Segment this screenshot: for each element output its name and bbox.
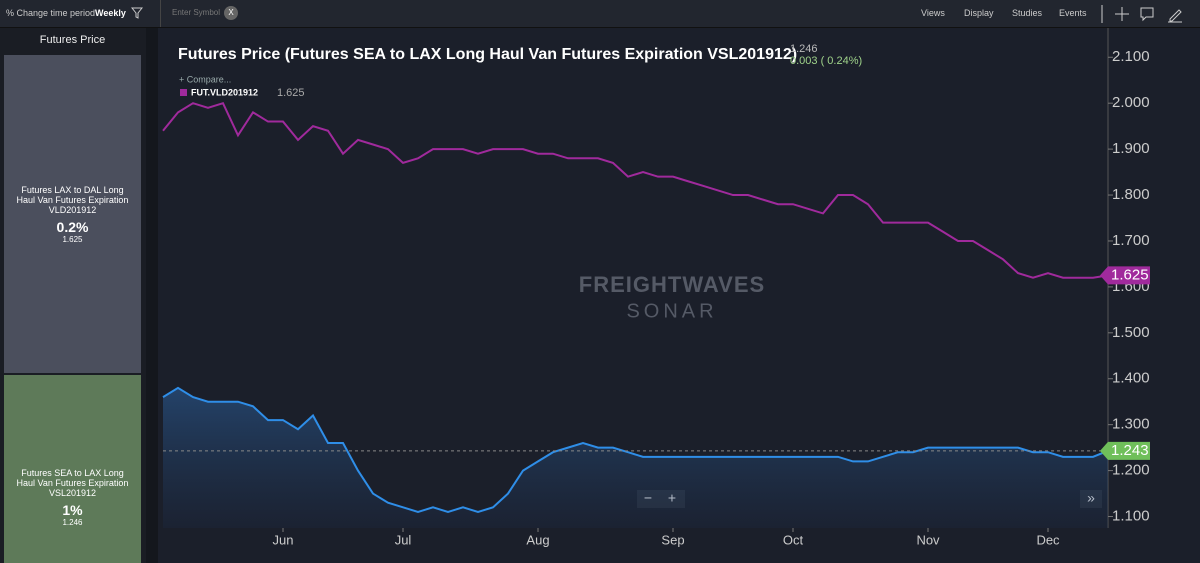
y-tick-label: 2.000 bbox=[1112, 94, 1150, 111]
card-name: Futures SEA to LAX Long Haul Van Futures… bbox=[16, 468, 129, 498]
card-price: 1.625 bbox=[62, 235, 83, 244]
series-line bbox=[162, 386, 1109, 513]
compare-link[interactable]: + Compare... bbox=[179, 74, 231, 84]
x-tick-label: Nov bbox=[916, 532, 940, 547]
x-tick-label: Jun bbox=[273, 532, 294, 547]
x-tick-label: Dec bbox=[1036, 532, 1060, 547]
card-change: 1% bbox=[62, 502, 83, 518]
y-tick-label: 1.200 bbox=[1112, 462, 1150, 479]
legend-name: FUT.VLD201912 bbox=[191, 87, 258, 97]
x-tick-label: Oct bbox=[783, 532, 804, 547]
y-tick-label: 1.900 bbox=[1112, 140, 1150, 157]
x-tick-label: Sep bbox=[661, 532, 684, 547]
axis-panel bbox=[1108, 28, 1200, 563]
y-tick-label: 1.400 bbox=[1112, 370, 1150, 387]
toolbar-icons[interactable] bbox=[1100, 5, 1190, 23]
toolbar: % Change time period Weekly Enter Symbol… bbox=[0, 0, 1200, 28]
x-tick-label: Aug bbox=[526, 532, 549, 547]
card-name: Futures LAX to DAL Long Haul Van Futures… bbox=[16, 185, 129, 215]
filter-icon[interactable] bbox=[131, 7, 143, 19]
y-tick-label: 1.300 bbox=[1112, 416, 1150, 433]
y-tick-label: 2.100 bbox=[1112, 48, 1150, 65]
card-change: 0.2% bbox=[56, 219, 89, 235]
divider bbox=[160, 0, 161, 27]
period-label: % Change time period bbox=[6, 8, 96, 18]
menu[interactable]: Display bbox=[964, 8, 994, 18]
y-tick-label: 1.800 bbox=[1112, 186, 1150, 203]
symbol-input[interactable]: Enter Symbol bbox=[172, 8, 221, 17]
futures-card[interactable]: Futures SEA to LAX Long Haul Van Futures… bbox=[4, 375, 141, 563]
menu[interactable]: Studies bbox=[1012, 8, 1043, 18]
sidebar-header: Futures Price bbox=[39, 34, 106, 46]
futures-card[interactable]: Futures LAX to DAL Long Haul Van Futures… bbox=[4, 55, 141, 373]
card-price: 1.246 bbox=[62, 518, 83, 527]
splitter bbox=[146, 28, 158, 563]
legend-value: 1.625 bbox=[277, 87, 305, 99]
menu[interactable]: Events bbox=[1059, 8, 1087, 18]
chart-title: Futures Price (Futures SEA to LAX Long H… bbox=[178, 46, 797, 63]
series-line bbox=[162, 101, 1109, 279]
price-marker-label: 1.243 bbox=[1111, 442, 1149, 459]
sidebar: Futures Price Futures LAX to DAL Long Ha… bbox=[0, 28, 146, 563]
legend-swatch bbox=[180, 89, 187, 96]
clear-button[interactable]: X bbox=[224, 6, 238, 20]
price-marker bbox=[1100, 266, 1150, 285]
price-marker bbox=[1100, 441, 1150, 460]
period-value[interactable]: Weekly bbox=[95, 8, 126, 18]
menu[interactable]: Views bbox=[921, 8, 945, 18]
y-tick-label: 1.500 bbox=[1112, 324, 1150, 341]
x-tick-label: Jul bbox=[395, 532, 412, 547]
watermark: FREIGHTWAVES bbox=[579, 272, 765, 297]
watermark: SONAR bbox=[626, 300, 717, 322]
y-tick-label: 1.700 bbox=[1112, 232, 1150, 249]
header-change: 0.003 ( 0.24%) bbox=[790, 55, 862, 67]
area bbox=[163, 387, 1108, 528]
price-marker-label: 1.625 bbox=[1111, 266, 1149, 283]
header-price: 1.246 bbox=[790, 43, 818, 55]
y-tick-label: 1.100 bbox=[1112, 507, 1150, 524]
